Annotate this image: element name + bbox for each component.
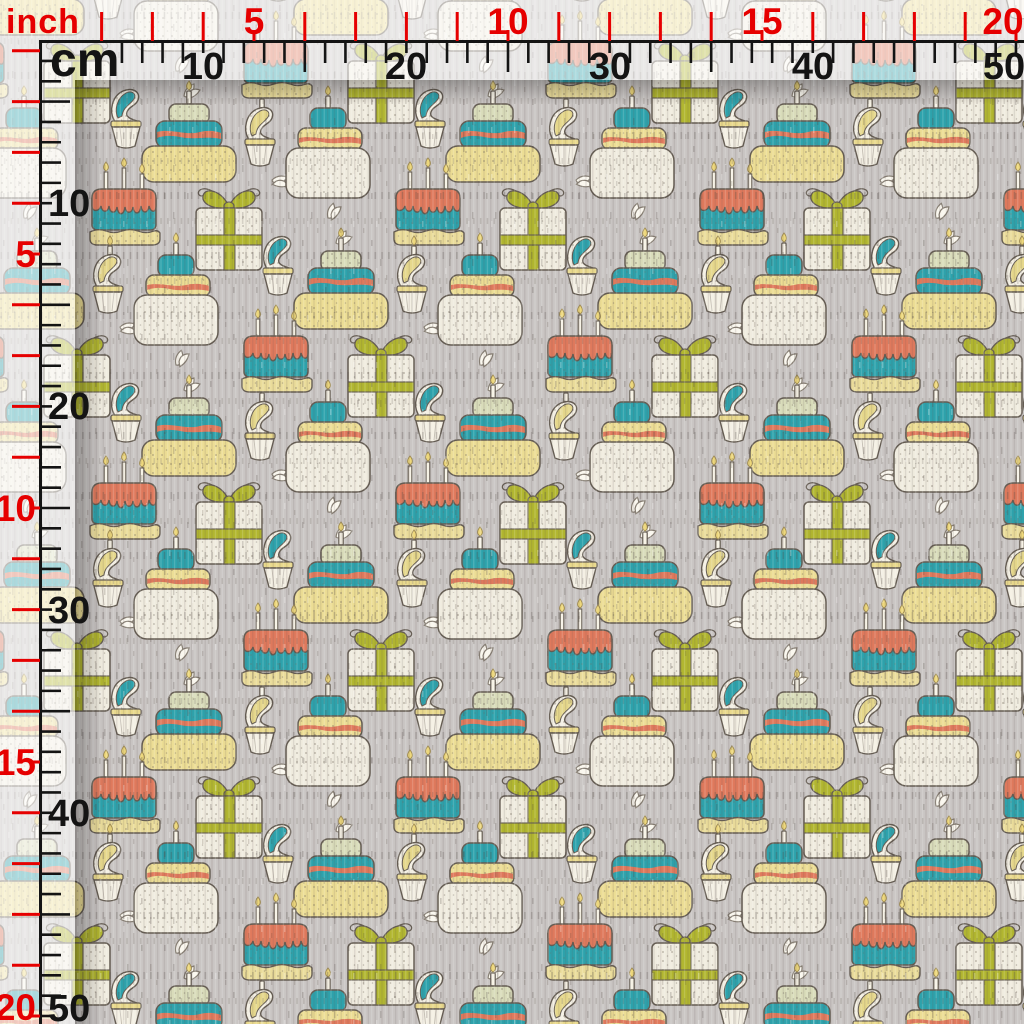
inch-mark-label: 5 <box>15 234 36 275</box>
cm-mark-label: 40 <box>48 793 90 835</box>
ruler-margin-left <box>0 80 75 1024</box>
left-cm-ruler: 10 20 30 40 50 <box>48 183 90 1024</box>
left-inch-ruler: 5 10 15 20 <box>0 234 36 1024</box>
cm-mark-label: 50 <box>983 46 1024 88</box>
ruler-ticks <box>12 12 1024 1024</box>
fabric-edge-shadow-top <box>75 80 1024 104</box>
inch-unit-label: inch <box>6 3 80 41</box>
inch-mark-label: 20 <box>0 987 36 1024</box>
fabric-edge-shadow-left <box>75 80 103 1024</box>
inch-mark-label: 5 <box>244 1 265 42</box>
cm-mark-label: 30 <box>48 590 90 632</box>
top-inch-ruler: 5 10 15 20 <box>244 1 1024 42</box>
top-cm-ruler: 10 20 30 40 50 <box>182 46 1024 88</box>
cm-mark-label: 50 <box>48 988 90 1024</box>
cm-mark-label: 10 <box>48 183 90 225</box>
cm-mark-label: 20 <box>48 386 90 428</box>
